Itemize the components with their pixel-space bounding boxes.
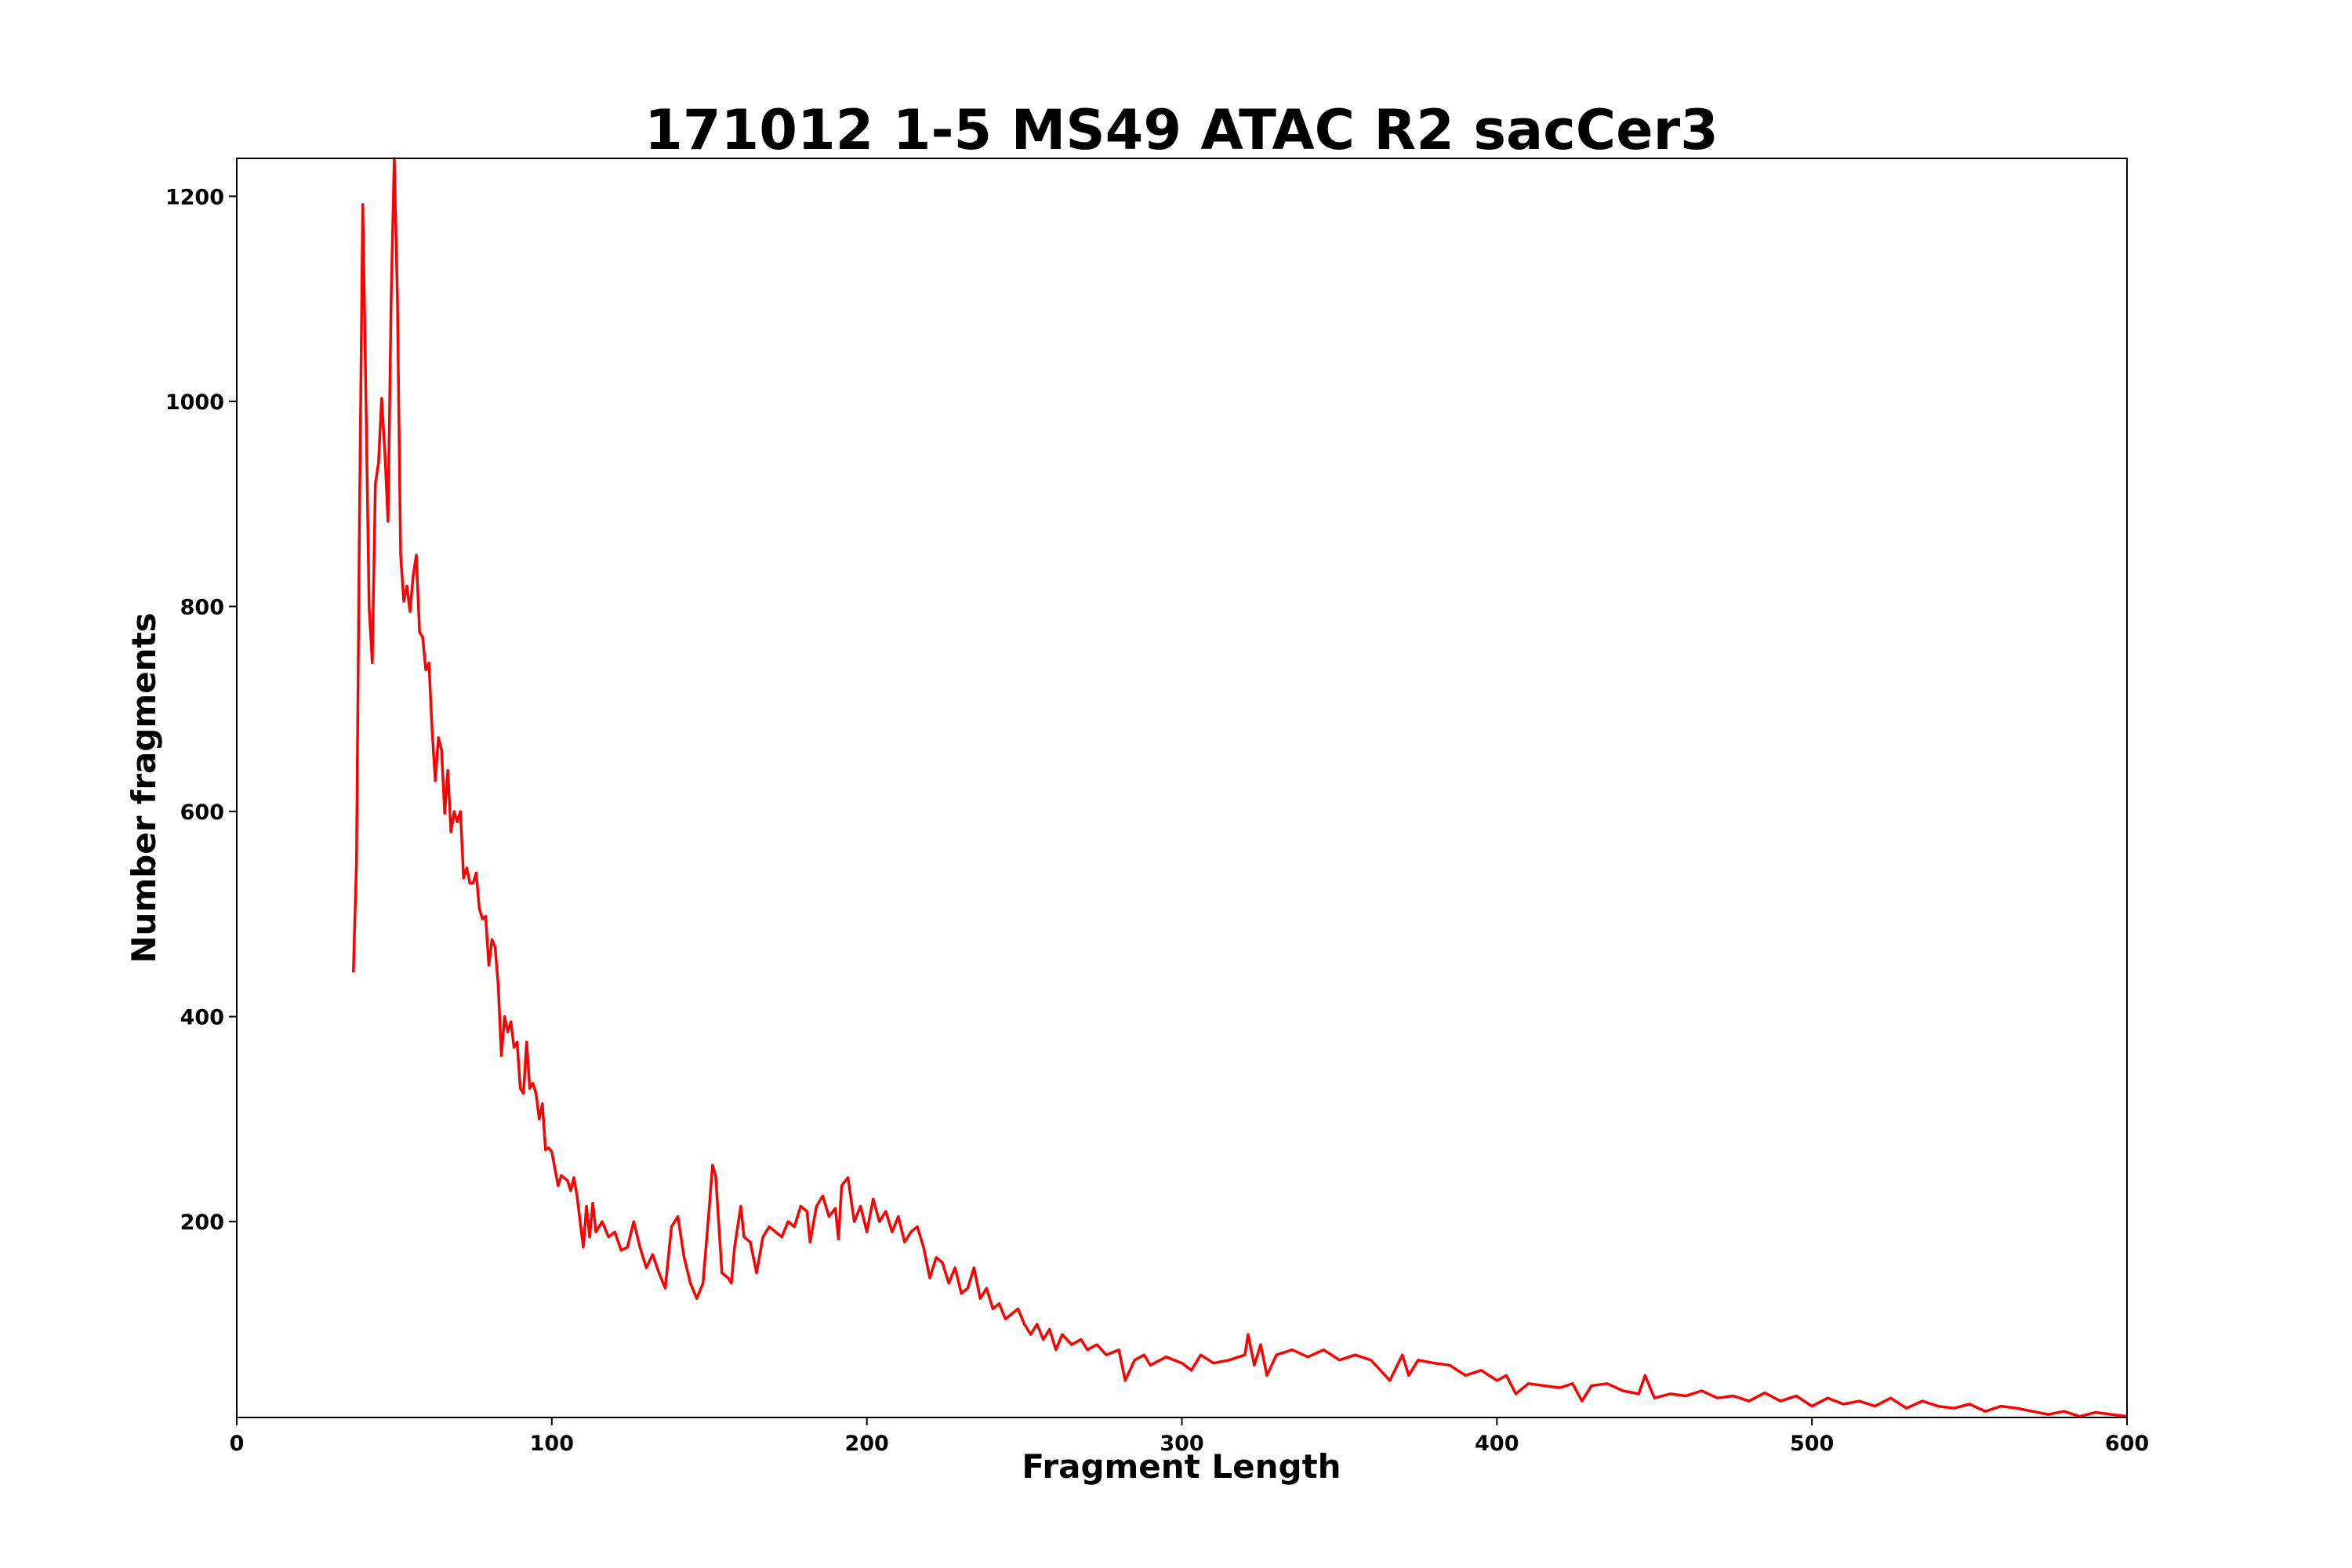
y-axis-label: Number fragments xyxy=(125,612,163,963)
y-tick-label: 800 xyxy=(180,596,224,620)
plot-frame xyxy=(236,158,2128,1418)
y-tick-label: 600 xyxy=(180,800,224,825)
y-tick-label: 400 xyxy=(180,1006,224,1030)
y-tick-label: 1000 xyxy=(165,390,224,415)
x-axis-label: Fragment Length xyxy=(1022,1447,1341,1486)
y-tick-label: 1200 xyxy=(165,185,224,209)
x-tick-label: 0 xyxy=(230,1432,245,1456)
x-tick-label: 100 xyxy=(530,1432,574,1456)
x-tick-label: 400 xyxy=(1475,1432,1519,1456)
x-tick-label: 500 xyxy=(1790,1432,1834,1456)
y-tick-label: 200 xyxy=(180,1210,224,1235)
chart-title: 171012 1-5 MS49 ATAC R2 sacCer3 xyxy=(644,98,1719,162)
x-tick-label: 300 xyxy=(1160,1432,1203,1456)
x-tick-label: 600 xyxy=(2105,1432,2149,1456)
data-line xyxy=(351,157,2128,1418)
x-tick-label: 200 xyxy=(844,1432,888,1456)
